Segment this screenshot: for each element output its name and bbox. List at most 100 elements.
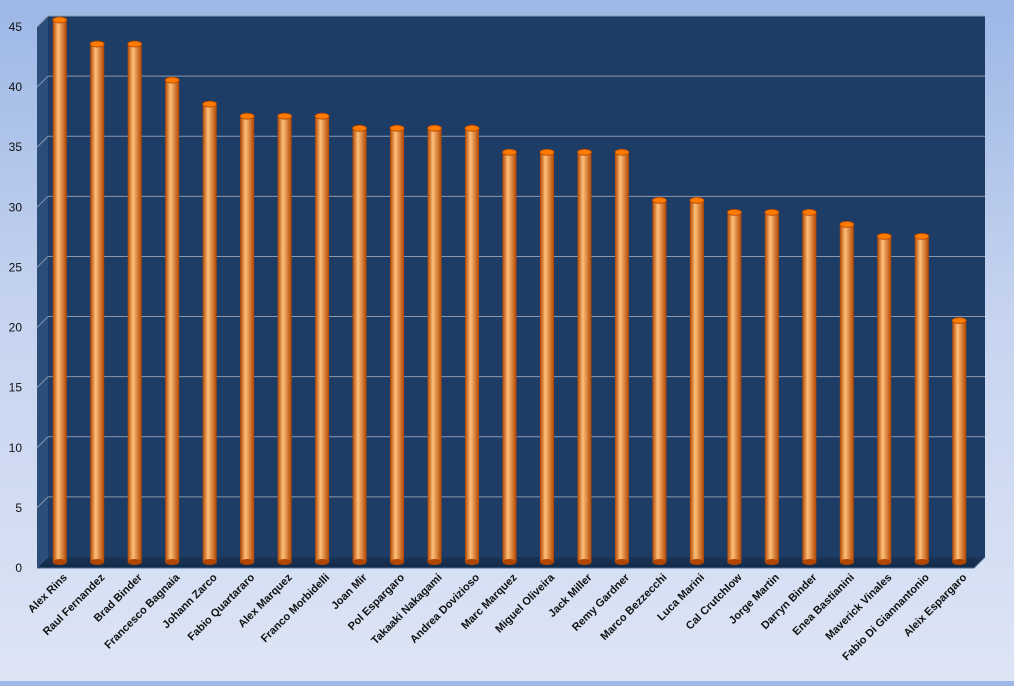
bar-body [952, 320, 967, 562]
y-tick-label: 0 [15, 561, 22, 575]
bar-top [352, 124, 367, 132]
bar [502, 148, 517, 565]
bar-top [389, 124, 405, 132]
bar-body [90, 44, 105, 563]
bar-top [89, 40, 105, 48]
bar-top [239, 112, 255, 120]
bar [389, 124, 405, 565]
gridline-side [36, 195, 49, 208]
bar-top [314, 112, 330, 120]
bar [652, 196, 667, 565]
bar-body [839, 224, 854, 562]
bar-base [802, 559, 817, 565]
floor-edge [973, 556, 986, 569]
bar-body [315, 116, 330, 562]
bar-body [427, 128, 442, 562]
bar-base [877, 559, 892, 565]
bar-base [839, 559, 854, 565]
bar-top [202, 100, 218, 108]
bar-base [952, 559, 967, 565]
bar-top [427, 124, 442, 132]
bar [689, 196, 705, 565]
bar-body [352, 128, 367, 562]
bar-body [877, 236, 892, 562]
bar [202, 100, 218, 565]
bar [839, 220, 855, 565]
bar-base [202, 559, 217, 565]
bar [539, 148, 555, 565]
bar [577, 148, 592, 565]
bar-body [202, 104, 217, 563]
bar-base [502, 559, 517, 565]
bar [726, 208, 742, 565]
bar [914, 232, 930, 565]
bar [52, 16, 68, 565]
bar-body [390, 128, 405, 562]
bar-body [614, 152, 629, 562]
bar [89, 40, 105, 565]
bar-body [764, 212, 779, 562]
bar-base [465, 559, 480, 565]
bar-base [577, 559, 592, 565]
bar-top [914, 232, 930, 240]
bar-body [577, 152, 592, 562]
bar-base [539, 559, 554, 565]
y-tick-label: 25 [9, 260, 23, 274]
bar-top [951, 317, 967, 324]
bar [239, 112, 255, 565]
bar-top [652, 196, 667, 204]
bar-body [652, 200, 667, 563]
bar-base [727, 559, 742, 565]
bar-top [764, 208, 780, 216]
bar-base [240, 559, 255, 565]
bar-base [914, 559, 929, 565]
bar [614, 148, 630, 565]
bar-top [502, 148, 517, 156]
y-tick-label: 10 [9, 441, 23, 455]
bar-base [427, 559, 442, 565]
bar [876, 232, 892, 565]
bar-base [352, 559, 367, 565]
bar-body [165, 80, 180, 562]
gridline-side [36, 135, 49, 148]
x-tick-label: Aleix Espargaro [902, 571, 970, 639]
bar [314, 112, 330, 565]
gridline-side [36, 316, 49, 328]
bar-base [390, 559, 405, 565]
y-tick-label: 45 [9, 20, 23, 34]
gridline-side [36, 376, 49, 389]
bar-base [52, 559, 67, 565]
bar-top [726, 208, 742, 216]
x-tick-label: Franco Morbidelli [259, 572, 332, 645]
bar-top [876, 232, 892, 240]
bar [127, 40, 143, 565]
bar-body [240, 116, 255, 562]
bar-body [539, 152, 554, 562]
gridline-side [36, 15, 49, 28]
bar [277, 112, 293, 565]
bar-base [165, 559, 180, 565]
bar-top [539, 148, 555, 156]
x-tick-label: Maverick Vinales [823, 572, 894, 643]
bar-top [577, 148, 592, 156]
bar [951, 317, 967, 565]
bar-body [689, 200, 704, 563]
bar-top [464, 124, 480, 132]
x-tick-label: Andrea Dovizioso [408, 571, 482, 645]
gridline-side [36, 436, 49, 449]
bar [427, 124, 442, 565]
bar-top [127, 40, 143, 48]
y-tick-label: 40 [9, 80, 23, 94]
gridline-side [36, 75, 49, 88]
bar [352, 124, 367, 565]
gridline-side [36, 256, 49, 268]
bar [764, 208, 780, 565]
bar-base [127, 559, 142, 565]
bar-body [502, 152, 517, 562]
x-tick-label: Marco Bezzecchi [598, 572, 669, 643]
bar-top [839, 220, 855, 228]
bar-base [689, 559, 704, 565]
bar [164, 76, 180, 565]
